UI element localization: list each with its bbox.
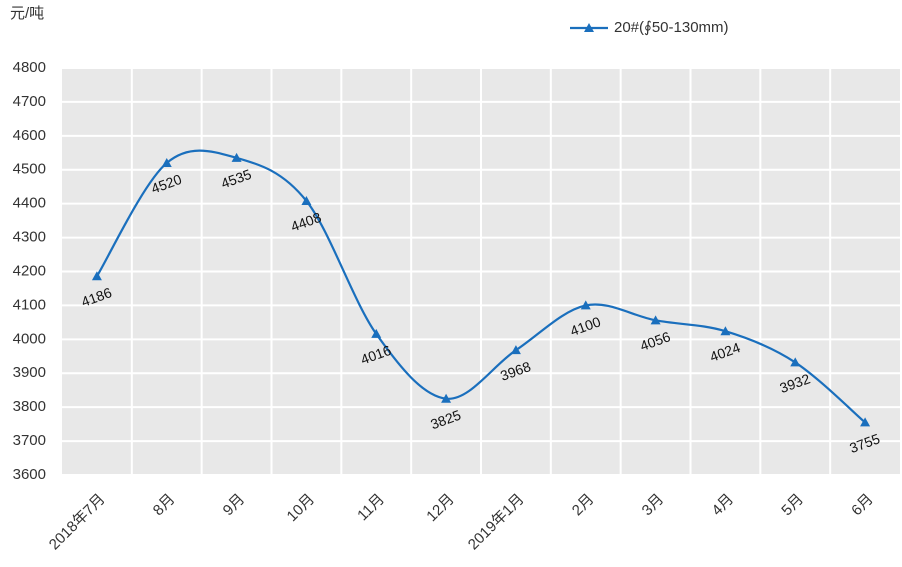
- x-tick-label: 6月: [848, 491, 877, 520]
- y-tick-label: 3800: [13, 398, 46, 415]
- x-tick-label: 2月: [569, 491, 598, 520]
- y-tick-label: 4600: [13, 127, 46, 144]
- x-tick-label: 4月: [709, 491, 738, 520]
- marker: [790, 357, 801, 367]
- marker: [720, 326, 731, 336]
- marker: [371, 328, 382, 338]
- marker: [580, 300, 591, 310]
- marker: [510, 345, 521, 355]
- marker: [650, 315, 661, 325]
- x-tick-label: 9月: [220, 491, 249, 520]
- y-tick-label: 4100: [13, 296, 46, 313]
- x-tick-label: 12月: [423, 491, 457, 525]
- y-tick-label: 4500: [13, 161, 46, 178]
- marker: [441, 393, 452, 403]
- legend-marker: [584, 23, 594, 32]
- marker: [231, 152, 242, 162]
- x-tick-label: 11月: [354, 491, 388, 525]
- y-tick-label: 4700: [13, 93, 46, 110]
- y-tick-label: 4300: [13, 229, 46, 246]
- marker: [91, 271, 102, 281]
- x-tick-label: 10月: [284, 491, 318, 525]
- marker: [860, 417, 871, 427]
- y-tick-label: 4800: [13, 59, 46, 76]
- y-tick-label: 3900: [13, 364, 46, 381]
- x-tick-label: 2019年1月: [465, 491, 528, 554]
- marker: [161, 157, 172, 167]
- marker: [301, 195, 312, 205]
- x-tick-label: 8月: [150, 491, 179, 520]
- y-tick-label: 4200: [13, 262, 46, 279]
- y-axis-label: 元/吨: [10, 5, 44, 22]
- legend-label: 20#(∮50-130mm): [614, 19, 729, 36]
- y-tick-label: 3600: [13, 466, 46, 483]
- y-tick-label: 4000: [13, 330, 46, 347]
- y-tick-label: 3700: [13, 432, 46, 449]
- x-tick-label: 3月: [639, 491, 668, 520]
- y-tick-label: 4400: [13, 195, 46, 212]
- x-tick-label: 5月: [778, 491, 807, 520]
- x-tick-label: 2018年7月: [46, 491, 109, 554]
